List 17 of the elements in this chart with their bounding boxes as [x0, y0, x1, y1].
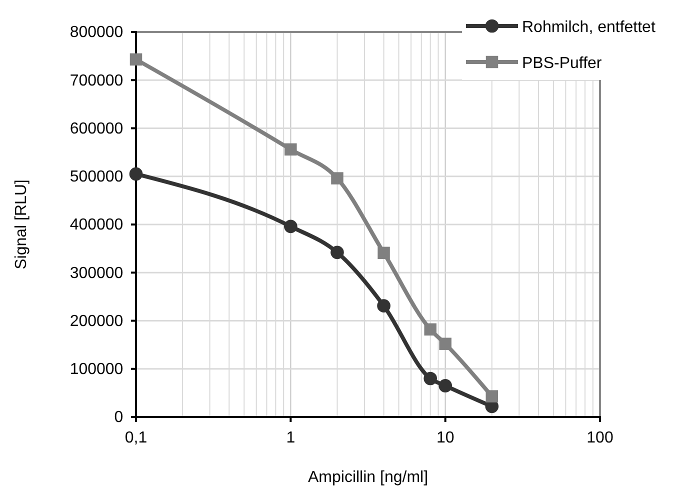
y-tick-label: 0: [114, 409, 124, 426]
y-tick-label: 700000: [70, 72, 124, 90]
y-tick-label: 500000: [70, 168, 124, 186]
legend-label: Rohmilch, entfettet: [522, 19, 656, 36]
x-tick-label: 0,1: [124, 430, 148, 447]
x-axis-title: Ampicillin [ng/ml]: [308, 469, 428, 486]
y-tick-label: 100000: [70, 360, 124, 378]
x-tick-label: 10: [436, 430, 454, 447]
y-tick-label: 200000: [70, 312, 124, 330]
legend-label: PBS-Puffer: [522, 55, 602, 72]
x-tick-label: 100: [586, 430, 614, 447]
y-axis-title: Signal [RLU]: [13, 180, 30, 270]
y-tick-label: 300000: [70, 264, 124, 282]
y-tick-label: 400000: [70, 216, 124, 234]
y-tick-label: 600000: [70, 120, 124, 138]
x-tick-label: 1: [286, 430, 296, 447]
y-tick-label: 800000: [70, 24, 124, 42]
